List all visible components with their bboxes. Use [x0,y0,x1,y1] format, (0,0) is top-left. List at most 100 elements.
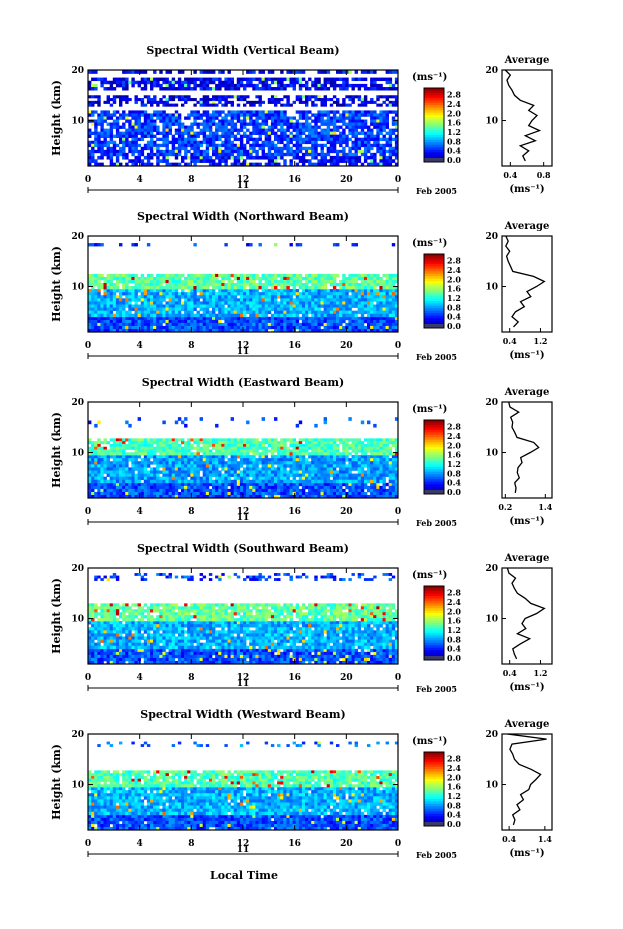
heatmap-cell [115,80,120,85]
heatmap-cell [187,292,191,296]
heatmap-cell [122,134,126,138]
heatmap-cell [187,128,191,132]
heatmap-cell [283,137,287,142]
heatmap-cell [376,461,380,465]
heatmap-cell [88,276,92,281]
heatmap-cell [156,159,160,163]
heatmap-cell [258,116,262,120]
heatmap-cell [205,328,210,333]
heatmap-cell [221,134,225,138]
heatmap-cell [382,295,386,299]
heatmap-cell [357,464,362,468]
colorbar-segment [424,102,444,106]
heatmap-cell [134,243,138,247]
heatmap-cell [202,149,207,154]
heatmap-cell [171,289,176,293]
heatmap-cell [227,467,231,471]
heatmap-cell [252,155,256,160]
heatmap-cell [317,143,321,148]
heatmap-cell [202,273,207,278]
heatmap-cell [221,279,225,284]
heatmap-cell [134,125,138,129]
profile-frame [501,235,553,333]
heatmap-cell [115,325,120,330]
heatmap-cell [376,494,380,499]
heatmap-cell [336,322,340,327]
heatmap-cell [283,116,287,120]
heatmap-cell [305,491,309,496]
heatmap-cell [351,110,355,114]
heatmap-cell [94,273,98,278]
heatmap-cell [243,491,247,496]
heatmap-cell [196,319,200,324]
heatmap-cell [354,325,358,330]
heatmap-cell [208,491,213,496]
heatmap-cell [103,461,107,465]
heatmap-cell [100,461,104,465]
heatmap-cell [289,162,293,167]
heatmap-cell [308,298,312,302]
heatmap-cell [119,131,123,135]
heatmap-cell [212,70,216,74]
heatmap-cell [382,143,386,148]
heatmap-cell [112,488,117,493]
heatmap-cell [348,149,352,154]
heatmap-cell [162,100,166,104]
heatmap-cell [329,494,334,499]
heatmap-cell [224,488,228,493]
heatmap-cell [301,155,306,160]
heatmap-cell [181,322,185,327]
heatmap-cell [131,134,135,138]
heatmap-cell [134,467,138,471]
heatmap-cell [174,122,179,126]
heatmap-cell [181,301,185,305]
heatmap-cell [165,119,169,123]
heatmap-cell [196,100,200,104]
heatmap-cell [88,307,92,311]
heatmap-cell [323,131,327,135]
heatmap-cell [177,461,182,465]
heatmap-cell [373,87,377,91]
heatmap-cell [367,282,371,287]
heatmap-cell [280,319,284,324]
heatmap-cell [109,273,114,278]
heatmap-cell [267,310,272,315]
heatmap-cell [146,128,151,132]
heatmap-cell [292,319,296,324]
heatmap-cell [252,162,256,167]
heatmap-cell [280,134,284,138]
heatmap-cell [255,313,259,318]
heatmap-cell [119,322,123,327]
heatmap-cell [258,295,262,299]
heatmap-cell [165,494,169,499]
heatmap-cell [196,325,200,330]
heatmap-cell [261,307,265,311]
heatmap-cell [103,149,107,154]
heatmap-cell [100,467,104,471]
heatmap-cell [391,301,396,305]
heatmap-cell [100,282,104,287]
heatmap-cell [128,458,132,462]
heatmap-cell [103,295,107,299]
heatmap-cell [274,110,278,114]
heatmap-cell [246,491,250,496]
heatmap-cell [94,491,98,496]
heatmap-cell [224,128,228,132]
heatmap-cell [134,464,138,468]
heatmap-cell [187,125,191,129]
heatmap-cell [162,113,166,117]
heatmap-cell [224,80,228,85]
heatmap-cell [137,155,141,160]
heatmap-cell [100,276,104,281]
heatmap-cell [218,282,222,287]
heatmap-cell [187,116,191,120]
heatmap-cell [360,103,365,107]
heatmap-cell [159,304,163,308]
heatmap-cell [156,461,160,465]
heatmap-cell [208,128,213,132]
heatmap-cell [199,289,203,293]
heatmap-cell [215,307,219,311]
heatmap-cell [91,152,95,157]
heatmap-cell [376,103,380,107]
heatmap-cell [134,328,138,333]
